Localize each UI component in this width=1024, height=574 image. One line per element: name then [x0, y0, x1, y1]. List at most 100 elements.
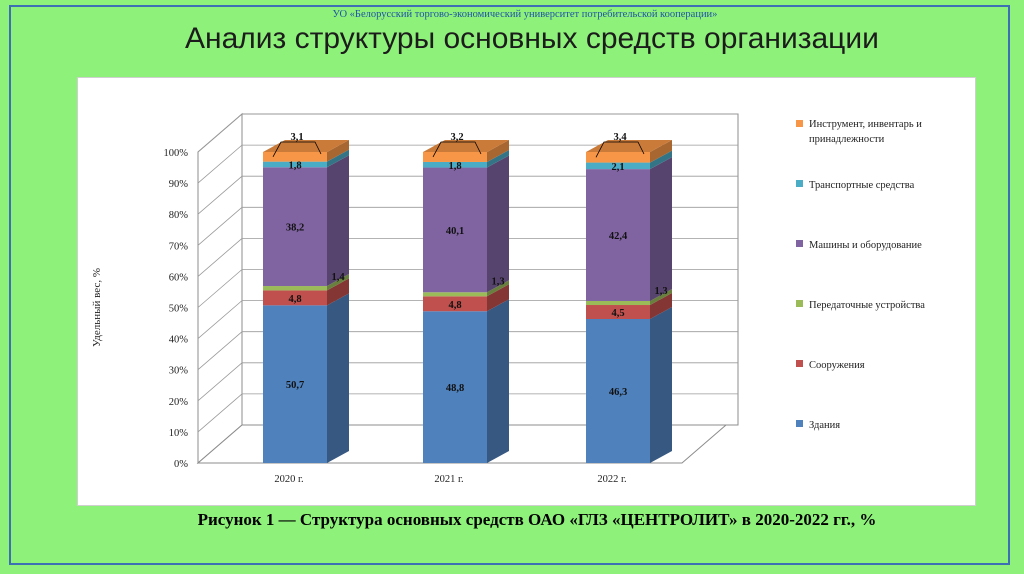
bar-segment-side [650, 157, 672, 301]
legend-label: Здания [809, 420, 840, 431]
legend-swatch [796, 300, 803, 307]
bar-segment [263, 290, 327, 306]
y-tick-label: 90% [169, 179, 189, 190]
legend-swatch [796, 120, 803, 127]
bar-segment-side [650, 288, 672, 306]
chart-panel: 0% 10% 20% 30% 40% 50% 60% 70% 80% 90% 100% Удельны… [77, 77, 976, 506]
data-label: 3,2 [450, 132, 463, 143]
bar-segment-side [487, 284, 509, 312]
legend-swatch [796, 180, 803, 187]
gridline [197, 113, 738, 153]
figure-caption: Рисунок 1 — Структура основных средств О… [197, 510, 877, 529]
bar-segment [586, 169, 650, 301]
bar-segment [586, 162, 650, 170]
gridline [197, 269, 738, 308]
data-label: 38,2 [286, 223, 304, 234]
data-label-leader [272, 141, 322, 158]
data-label: 4,8 [288, 294, 301, 305]
legend-label-line2: принадлежности [809, 134, 885, 145]
gridline [197, 175, 738, 215]
data-label: 1,8 [288, 160, 301, 171]
y-tick-label: 60% [169, 272, 189, 283]
bar-segment-side [327, 155, 349, 287]
x-tick-label: 2022 г. [597, 474, 626, 485]
slide-frame [9, 5, 1010, 565]
gridline [197, 144, 738, 184]
legend-label: Инструмент, инвентарь и [809, 119, 922, 130]
legend-swatch [796, 360, 803, 367]
university-name: УО «Белорусский торгово-экономический ун… [332, 9, 718, 20]
bar-segment [263, 152, 327, 162]
stacked-bar-chart: 0% 10% 20% 30% 40% 50% 60% 70% 80% 90% 100% Удельны… [91, 112, 925, 485]
bar-segment [423, 161, 487, 168]
data-label: 3,4 [613, 132, 627, 143]
y-tick-label: 80% [169, 210, 189, 221]
data-label: 46,3 [609, 387, 627, 398]
bar-segment-side [327, 274, 349, 291]
x-tick-label: 2020 г. [274, 474, 303, 485]
data-label-leader [595, 141, 645, 158]
slide-title: Анализ структуры основных средств органи… [185, 22, 879, 55]
data-label: 1,3 [491, 276, 504, 287]
bar-segment [586, 305, 650, 320]
data-label-leader [432, 141, 482, 158]
y-tick-label: 100% [164, 148, 189, 159]
y-tick-label: 0% [174, 459, 188, 470]
data-label: 1,4 [331, 272, 345, 283]
bar-segment [263, 161, 327, 168]
bar-segment-side [650, 150, 672, 170]
bar-segment [423, 292, 487, 297]
bar-segment-side [327, 293, 349, 463]
bar-segment-side [487, 155, 509, 293]
gridline [197, 331, 738, 371]
bar-segment [586, 319, 650, 463]
data-label: 42,4 [609, 231, 628, 242]
data-label: 4,8 [448, 300, 461, 311]
data-label: 50,7 [286, 380, 304, 391]
bar-segment [423, 152, 487, 162]
legend-label: Машины и оборудование [809, 240, 922, 251]
data-label: 48,8 [446, 383, 464, 394]
gridline [197, 237, 738, 277]
bar-segment [263, 167, 327, 287]
y-tick-label: 20% [169, 397, 189, 408]
bar-segment-side [650, 293, 672, 320]
data-label: 1,3 [654, 286, 667, 297]
gridline [197, 300, 738, 339]
y-axis-title: Удельный вес, % [91, 268, 103, 347]
legend-label: Транспортные средства [809, 180, 915, 191]
bar-segment-side [327, 140, 349, 162]
bar-top [423, 140, 509, 152]
data-label: 3,1 [290, 132, 303, 143]
bar-segment-side [327, 278, 349, 306]
bar-segment [586, 152, 650, 163]
legend-swatch [796, 240, 803, 247]
bar-segment [423, 167, 487, 293]
y-tick-label: 40% [169, 335, 189, 346]
bar-segment-side [487, 299, 509, 463]
bar-top [586, 140, 672, 152]
legend-label: Передаточные устройства [809, 300, 925, 311]
bar-segment-side [487, 140, 509, 162]
bar-segment [263, 305, 327, 463]
bar-segment-side [650, 307, 672, 463]
bar-segment [586, 300, 650, 306]
y-tick-label: 50% [169, 304, 189, 315]
legend-label: Сооружения [809, 360, 865, 371]
gridline [197, 206, 738, 246]
data-label: 40,1 [446, 226, 464, 237]
y-tick-label: 70% [169, 241, 189, 252]
bar-segment [423, 296, 487, 312]
data-label: 4,5 [611, 308, 624, 319]
bar-segment-side [487, 280, 509, 297]
data-label: 2,1 [611, 162, 624, 173]
legend-swatch [796, 420, 803, 427]
gridline [197, 362, 738, 402]
y-tick-label: 10% [169, 428, 189, 439]
bar-segment-side [487, 149, 509, 168]
gridline [197, 393, 738, 433]
data-label: 1,8 [448, 161, 461, 172]
bar-segment-side [327, 149, 349, 168]
bar-top [263, 140, 349, 152]
bar-segment [263, 286, 327, 291]
